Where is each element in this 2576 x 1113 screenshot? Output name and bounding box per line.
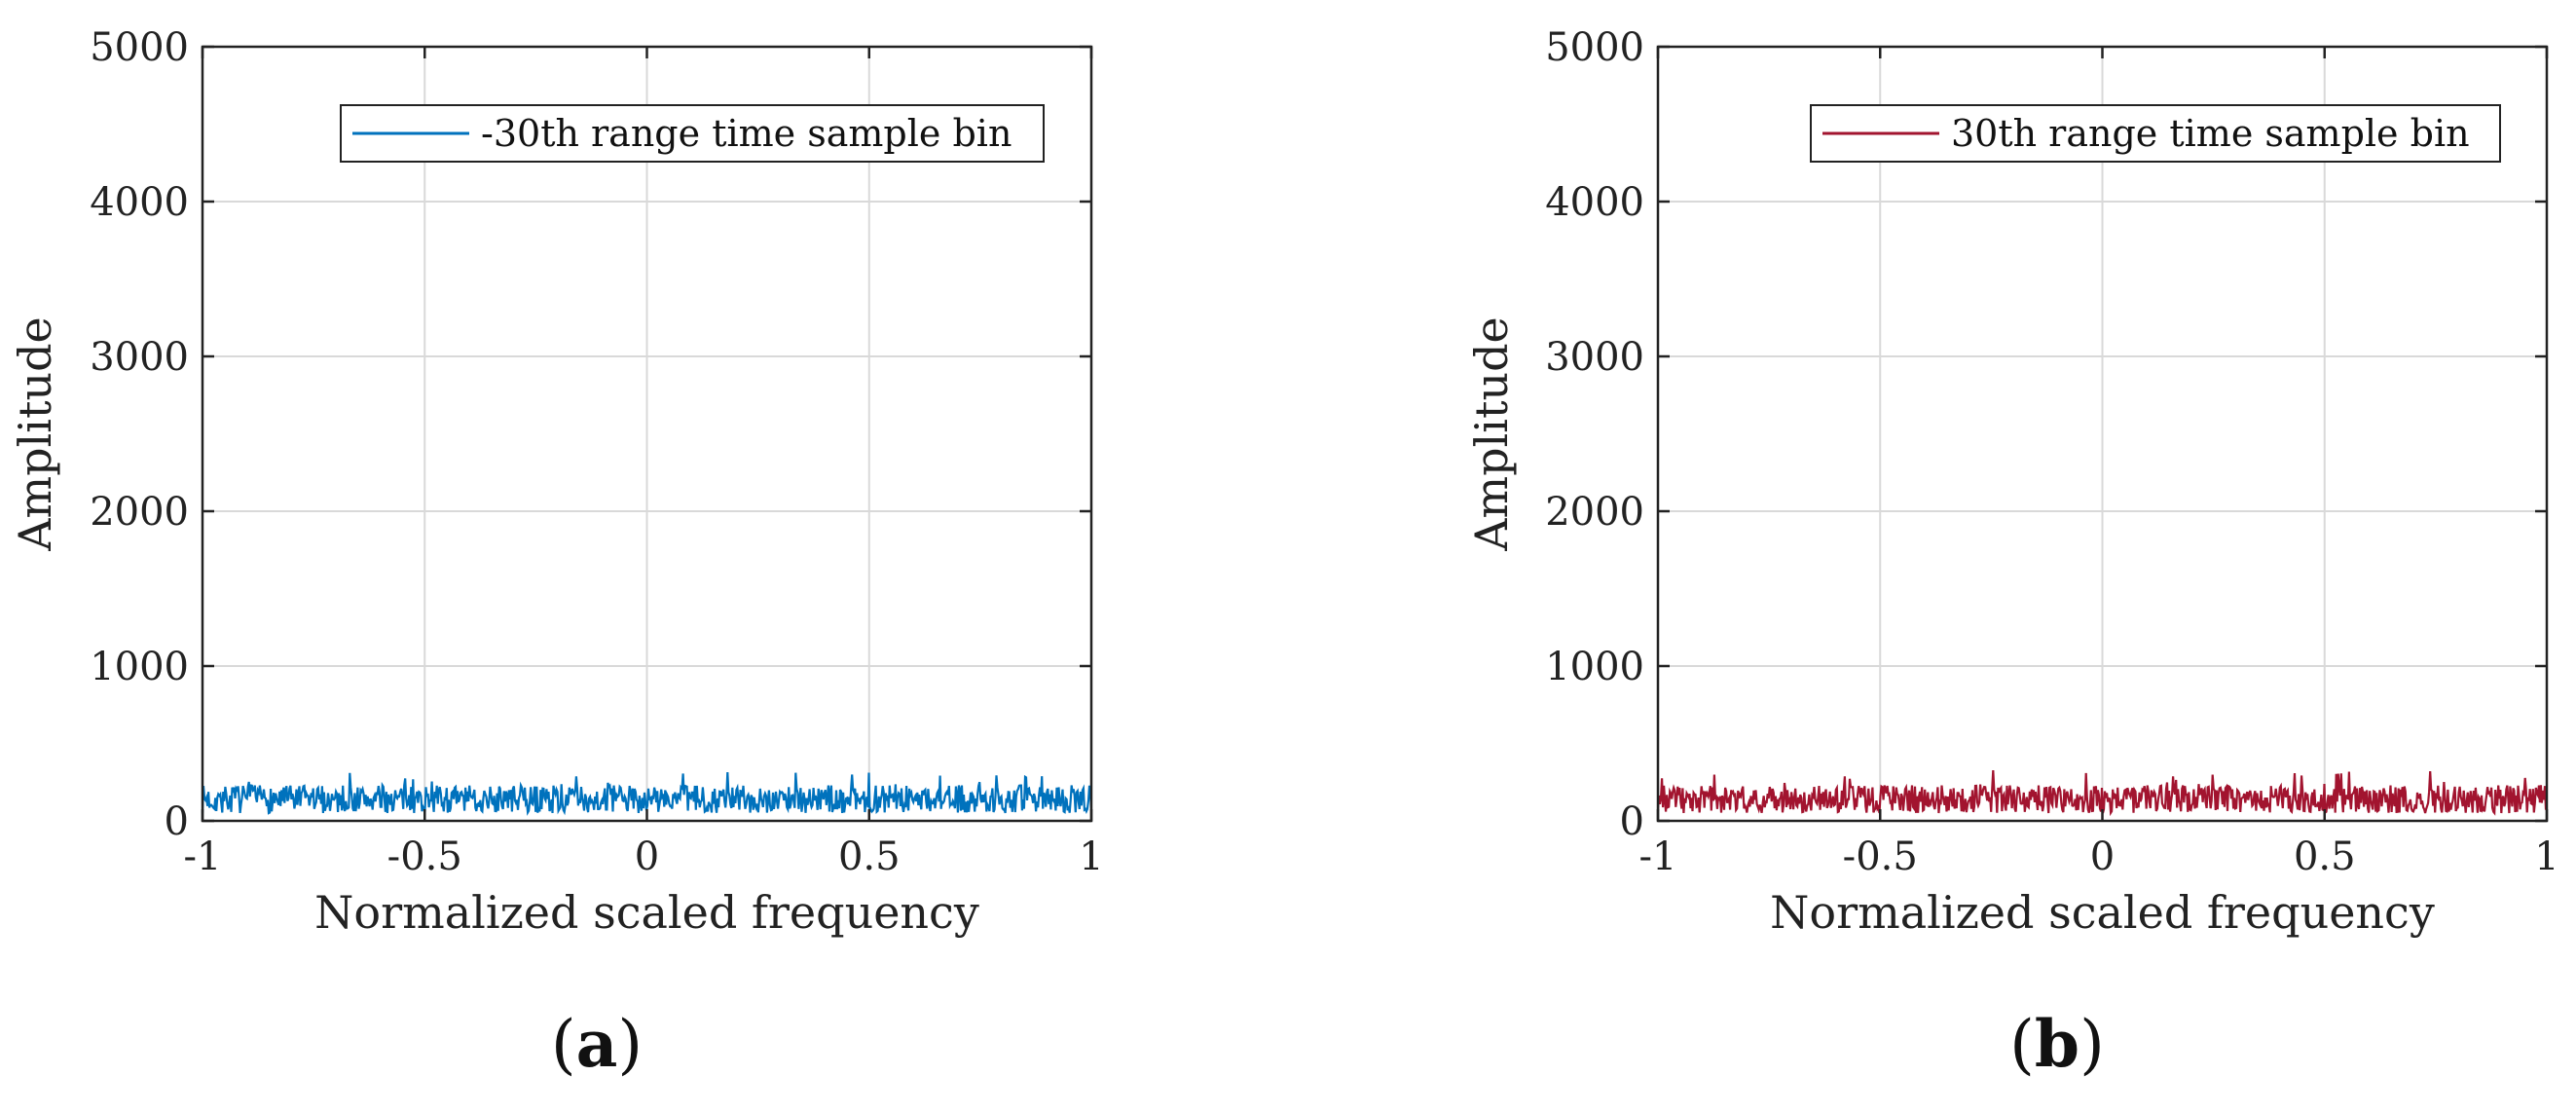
y-tick-label: 3000 <box>90 335 189 380</box>
panel-label-close: ) <box>2079 1007 2105 1082</box>
legend: 30th range time sample bin <box>1810 104 2501 163</box>
series-line <box>201 771 1093 816</box>
y-tick-label: 0 <box>165 799 189 844</box>
x-tick-label: 0.5 <box>2294 835 2356 879</box>
x-axis-label: Normalized scaled frequency <box>1770 886 2435 939</box>
panel-label: (a) <box>551 1006 643 1082</box>
y-axis-label: Amplitude <box>1465 316 1518 552</box>
panel-label-letter: a <box>576 1006 618 1082</box>
y-axis-label: Amplitude <box>9 316 61 552</box>
chart-panel-a: 0 1000 2000 3000 4000 5000 -1 -0.5 0 0.5… <box>9 25 1104 1082</box>
tick-marks <box>201 45 1093 823</box>
panel-label-open: ( <box>551 1007 576 1082</box>
y-tick-label: 0 <box>1620 799 1644 844</box>
x-tick-label: 0 <box>635 835 659 879</box>
y-tick-label: 4000 <box>90 180 189 225</box>
panel-label: (b) <box>2009 1006 2105 1082</box>
legend-label: 30th range time sample bin <box>1951 112 2470 155</box>
y-tick-label: 4000 <box>1545 180 1644 225</box>
x-tick-label: 0.5 <box>838 835 901 879</box>
x-tick-label: 0 <box>2090 835 2115 879</box>
chart-panel-b: 0 1000 2000 3000 4000 5000 -1 -0.5 0 0.5… <box>1465 25 2559 1082</box>
grid-lines <box>202 47 1091 821</box>
series-line <box>1656 769 2548 817</box>
x-tick-label: 1 <box>1079 835 1103 879</box>
x-tick-label: -1 <box>184 835 222 879</box>
x-tick-label: -0.5 <box>387 835 462 879</box>
panel-label-close: ) <box>617 1007 643 1082</box>
x-tick-label: 1 <box>2534 835 2558 879</box>
panel-label-open: ( <box>2009 1007 2035 1082</box>
y-tick-label: 3000 <box>1545 335 1644 380</box>
y-tick-label: 2000 <box>90 490 189 535</box>
legend-label: -30th range time sample bin <box>481 112 1012 155</box>
y-tick-label: 1000 <box>90 645 189 689</box>
y-tick-label: 2000 <box>1545 490 1644 535</box>
x-tick-label: -0.5 <box>1843 835 1918 879</box>
y-tick-label: 1000 <box>1545 645 1644 689</box>
tick-marks <box>1656 45 2549 823</box>
y-tick-label: 5000 <box>1545 25 1644 70</box>
grid-lines <box>1658 47 2547 821</box>
x-tick-label: -1 <box>1639 835 1677 879</box>
legend: -30th range time sample bin <box>340 104 1045 163</box>
panel-label-letter: b <box>2035 1006 2079 1082</box>
y-tick-label: 5000 <box>90 25 189 70</box>
x-axis-label: Normalized scaled frequency <box>314 886 979 939</box>
